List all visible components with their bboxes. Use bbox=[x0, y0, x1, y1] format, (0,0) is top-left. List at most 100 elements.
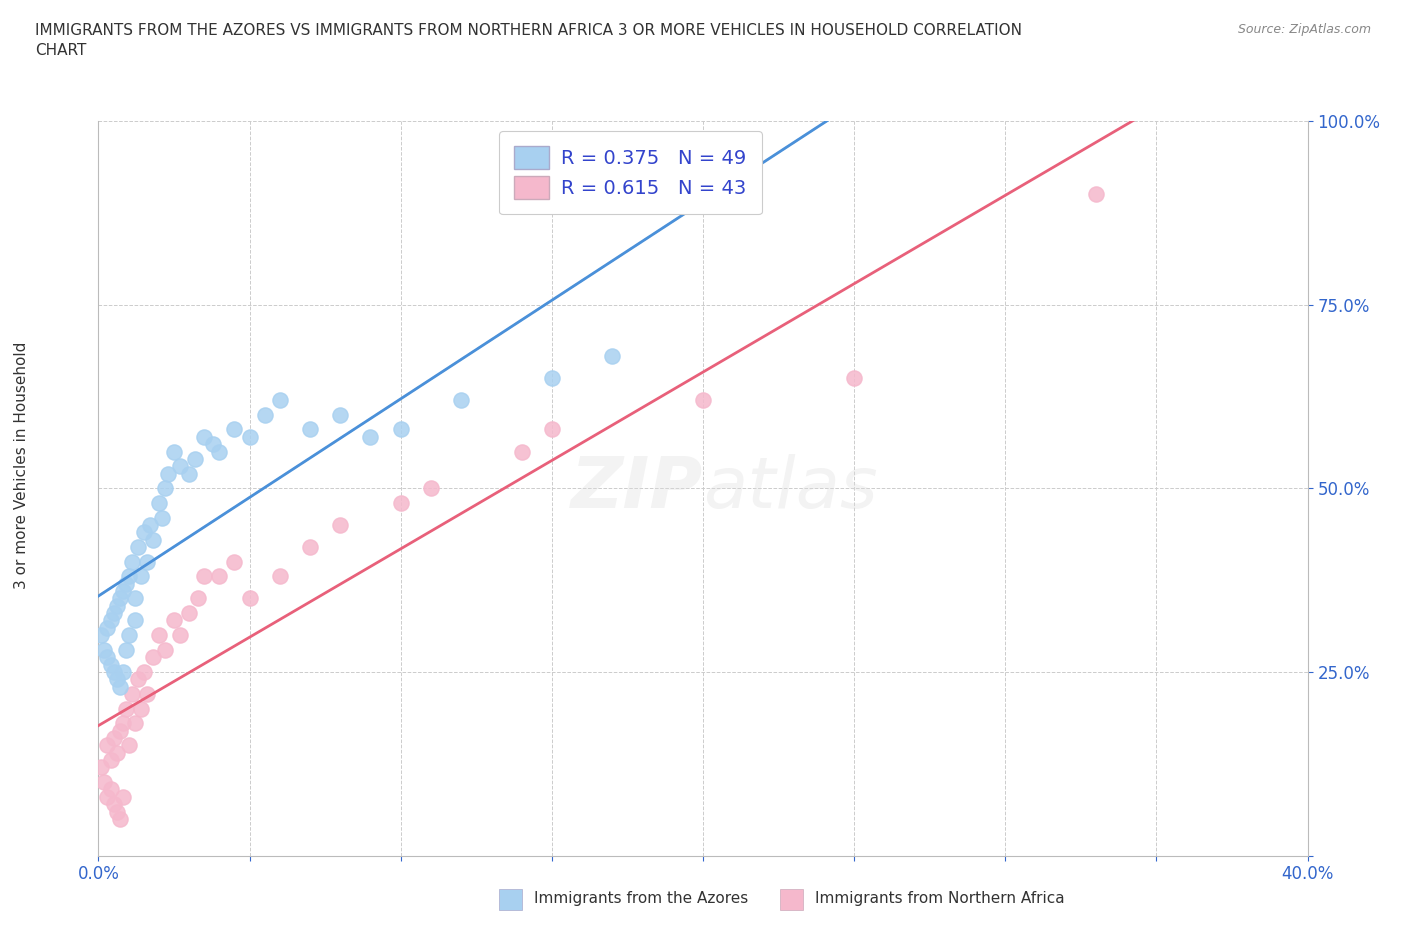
Point bbox=[135, 554, 157, 569]
Point bbox=[114, 643, 136, 658]
Text: IMMIGRANTS FROM THE AZORES VS IMMIGRANTS FROM NORTHERN AFRICA 3 OR MORE VEHICLES: IMMIGRANTS FROM THE AZORES VS IMMIGRANTS… bbox=[35, 23, 1022, 58]
Point bbox=[169, 628, 191, 643]
Point bbox=[510, 445, 533, 459]
Point bbox=[121, 554, 143, 569]
Point bbox=[163, 613, 186, 628]
Point bbox=[96, 650, 118, 665]
Point bbox=[239, 430, 262, 445]
Point bbox=[239, 591, 262, 606]
Point bbox=[692, 392, 714, 407]
Point bbox=[156, 466, 179, 481]
Text: Immigrants from Northern Africa: Immigrants from Northern Africa bbox=[815, 891, 1066, 906]
Point bbox=[124, 591, 146, 606]
Point bbox=[179, 466, 201, 481]
Point bbox=[360, 430, 382, 445]
Text: 3 or more Vehicles in Household: 3 or more Vehicles in Household bbox=[14, 341, 28, 589]
Point bbox=[1085, 187, 1108, 202]
Point bbox=[139, 517, 162, 532]
Point bbox=[844, 370, 866, 385]
Point bbox=[329, 407, 352, 422]
Point bbox=[111, 584, 134, 599]
Point bbox=[90, 628, 112, 643]
Point bbox=[135, 686, 157, 701]
Point bbox=[142, 532, 165, 547]
Point bbox=[105, 598, 128, 613]
Point bbox=[103, 797, 125, 812]
Point bbox=[127, 539, 149, 554]
Point bbox=[299, 422, 322, 437]
Point bbox=[103, 731, 125, 746]
Point bbox=[114, 577, 136, 591]
Point bbox=[127, 671, 149, 686]
Point bbox=[103, 605, 125, 620]
Point bbox=[114, 701, 136, 716]
Point bbox=[208, 445, 231, 459]
Point bbox=[118, 569, 141, 584]
Point bbox=[224, 554, 246, 569]
Point bbox=[108, 679, 131, 694]
Point bbox=[169, 458, 191, 473]
Point bbox=[253, 407, 276, 422]
Point bbox=[118, 738, 141, 753]
Point bbox=[124, 613, 146, 628]
Point bbox=[224, 422, 246, 437]
Point bbox=[148, 496, 170, 511]
Point bbox=[96, 790, 118, 804]
Point bbox=[193, 569, 215, 584]
Point bbox=[108, 591, 131, 606]
Point bbox=[118, 628, 141, 643]
Point bbox=[93, 775, 115, 790]
Point bbox=[602, 349, 624, 364]
Point bbox=[208, 569, 231, 584]
Point bbox=[269, 392, 291, 407]
Point bbox=[179, 605, 201, 620]
Point bbox=[540, 422, 562, 437]
Point bbox=[129, 701, 152, 716]
Text: atlas: atlas bbox=[703, 454, 877, 523]
Point bbox=[132, 525, 155, 539]
Point bbox=[148, 628, 170, 643]
Point bbox=[100, 613, 122, 628]
Point bbox=[153, 481, 176, 496]
Point bbox=[153, 643, 176, 658]
Text: Source: ZipAtlas.com: Source: ZipAtlas.com bbox=[1237, 23, 1371, 36]
Point bbox=[111, 790, 134, 804]
Point bbox=[132, 664, 155, 679]
Point bbox=[105, 745, 128, 760]
Point bbox=[420, 481, 443, 496]
Point bbox=[540, 370, 562, 385]
Point bbox=[100, 658, 122, 672]
Point bbox=[269, 569, 291, 584]
Point bbox=[105, 804, 128, 819]
Point bbox=[105, 671, 128, 686]
Point bbox=[111, 664, 134, 679]
Point bbox=[93, 643, 115, 658]
Point bbox=[389, 422, 412, 437]
Point bbox=[202, 437, 225, 452]
Point bbox=[111, 716, 134, 731]
Text: Immigrants from the Azores: Immigrants from the Azores bbox=[534, 891, 748, 906]
Point bbox=[299, 539, 322, 554]
Point bbox=[108, 724, 131, 738]
Point bbox=[142, 650, 165, 665]
Legend: R = 0.375   N = 49, R = 0.615   N = 43: R = 0.375 N = 49, R = 0.615 N = 43 bbox=[499, 130, 762, 215]
Point bbox=[329, 517, 352, 532]
Point bbox=[184, 451, 207, 466]
Point bbox=[96, 620, 118, 635]
Point bbox=[100, 752, 122, 767]
Point bbox=[96, 738, 118, 753]
Point bbox=[124, 716, 146, 731]
Point bbox=[129, 569, 152, 584]
Point bbox=[100, 782, 122, 797]
Point bbox=[450, 392, 472, 407]
Point bbox=[108, 811, 131, 827]
Point bbox=[193, 430, 215, 445]
Text: ZIP: ZIP bbox=[571, 454, 703, 523]
Point bbox=[163, 445, 186, 459]
Point bbox=[389, 496, 412, 511]
Point bbox=[121, 686, 143, 701]
Point bbox=[90, 760, 112, 775]
Point bbox=[103, 664, 125, 679]
Point bbox=[150, 511, 173, 525]
Point bbox=[187, 591, 209, 606]
